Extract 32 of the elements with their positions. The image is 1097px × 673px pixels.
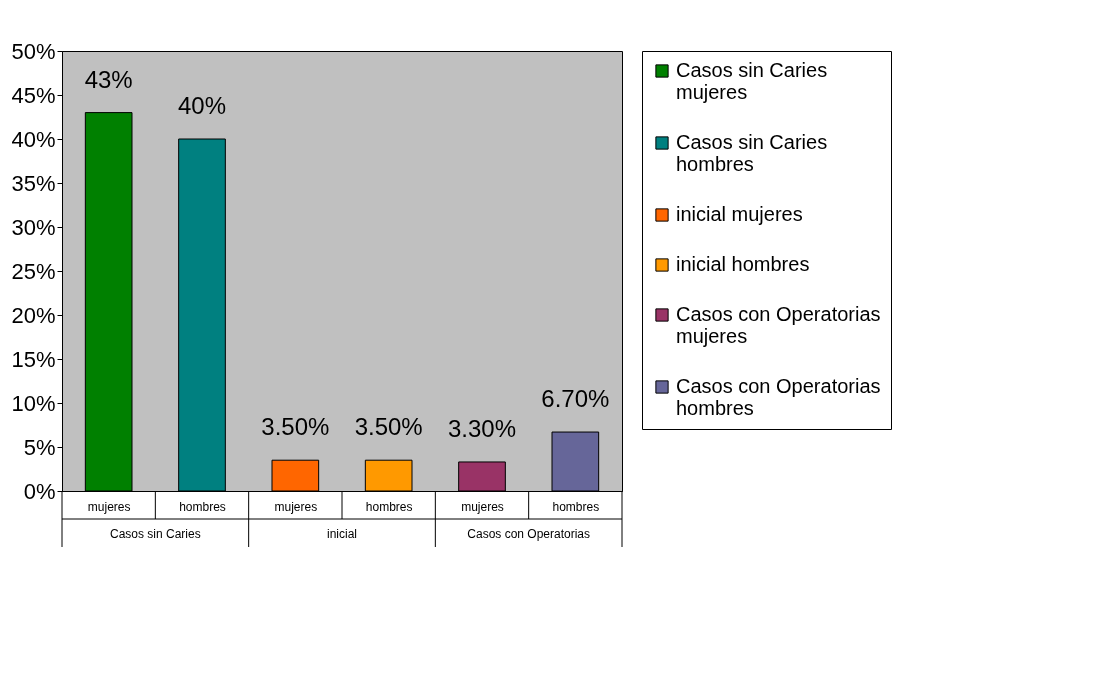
data-label: 40%: [177, 92, 227, 119]
y-tick-label: 35%: [11, 170, 56, 196]
data-label: 43%: [84, 65, 133, 93]
x-tick-label: mujeres: [461, 499, 504, 514]
text: Casos sin Caries: [109, 527, 201, 541]
y-tick-label: 50%: [11, 38, 56, 64]
data-label: 3.50%: [354, 413, 423, 441]
legend-label: Casos con Operatorias hombres: [676, 375, 881, 419]
data-label: 3.30%: [447, 414, 517, 442]
data-label: 3.50%: [261, 413, 330, 441]
y-tick-label: 40%: [11, 126, 56, 152]
text: Casos con Operatorias: [467, 527, 591, 541]
y-tick-label: 15%: [11, 346, 56, 372]
x-tick-label: mujeres: [274, 499, 318, 514]
y-tick-label: 20%: [11, 302, 56, 328]
y-tick-label: 10%: [11, 390, 56, 416]
y-tick-label: 5%: [23, 434, 56, 460]
x-tick-label: hombres: [552, 499, 600, 514]
data-label: 6.70%: [541, 385, 610, 413]
legend-label: Casos con Operatorias mujeres: [676, 303, 881, 347]
x-tick-label: hombres: [365, 499, 413, 514]
legend-label: inicial hombres: [676, 253, 810, 275]
legend-label: Casos sin Caries hombres: [676, 131, 828, 175]
x-tick-label: hombres: [179, 499, 226, 514]
x-tick-label: mujeres: [87, 499, 131, 514]
y-tick-label: 25%: [11, 258, 56, 284]
legend-label: inicial mujeres: [676, 203, 803, 225]
y-tick-label: 45%: [11, 82, 56, 108]
legend-label: Casos sin Caries mujeres: [676, 59, 828, 103]
text: inicial: [326, 527, 358, 541]
y-tick-label: 0%: [23, 478, 56, 504]
y-tick-label: 30%: [11, 214, 56, 240]
